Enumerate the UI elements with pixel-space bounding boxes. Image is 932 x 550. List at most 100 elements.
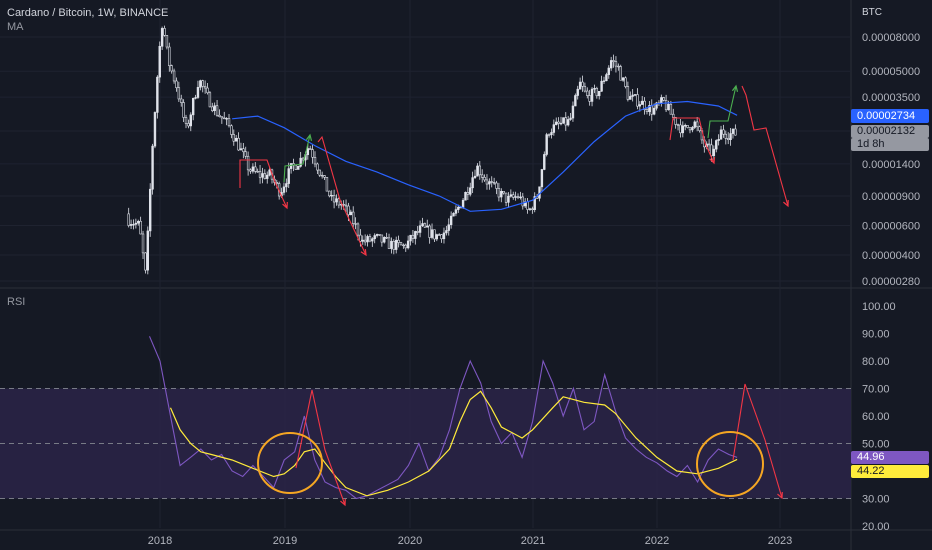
candle-body — [490, 181, 493, 183]
candle-body — [309, 148, 312, 150]
rsi-tick-label: 20.00 — [862, 521, 890, 533]
candle-body — [239, 148, 243, 151]
candle-body — [545, 134, 548, 155]
candle-body — [512, 194, 515, 198]
candle-body — [664, 100, 668, 111]
candle-body — [289, 163, 293, 169]
candle-body — [160, 28, 164, 47]
candle-body — [132, 224, 135, 226]
arrow-red-2023 — [783, 199, 789, 208]
candle-body — [731, 128, 735, 134]
candle-body — [144, 252, 147, 271]
candle-body — [729, 133, 732, 141]
candle-body — [134, 222, 138, 225]
price-tick-label: 0.00003500 — [862, 92, 920, 104]
candle-body — [335, 198, 338, 203]
candle-body — [359, 234, 362, 242]
candle-body — [440, 234, 443, 240]
candle-body — [387, 237, 391, 249]
candle-body — [418, 225, 422, 233]
candle-body — [256, 171, 259, 173]
candle-body — [574, 95, 577, 107]
candle-body — [621, 77, 625, 81]
candle-body — [502, 191, 505, 194]
candle-body — [414, 231, 417, 239]
candle-body — [652, 107, 656, 115]
candle-body — [437, 234, 441, 236]
candle-body — [366, 236, 369, 243]
candle-body — [679, 124, 682, 134]
candle-body — [175, 80, 178, 89]
candle-body — [598, 90, 601, 97]
candle-body — [165, 35, 169, 48]
candle-body — [361, 239, 364, 242]
candle-body — [643, 100, 646, 111]
candle-body — [342, 204, 345, 206]
time-tick-label: 2023 — [768, 535, 792, 547]
candle-body — [633, 94, 637, 96]
rsi-tick-label: 50.00 — [862, 439, 890, 451]
candle-body — [533, 196, 536, 210]
candle-body — [476, 165, 479, 177]
price-tick-label: 0.00000900 — [862, 191, 920, 203]
candle-body — [624, 77, 627, 87]
candle-body — [246, 155, 250, 171]
candle-body — [237, 137, 240, 151]
candle-body — [492, 182, 496, 184]
time-tick-label: 2022 — [645, 535, 669, 547]
candle-body — [559, 122, 563, 125]
candle-body — [449, 215, 453, 226]
rsi-line — [148, 336, 738, 500]
candle-body — [184, 117, 188, 124]
candle-body — [225, 118, 228, 120]
arrow-red-2022 — [709, 156, 716, 165]
candle-body — [294, 164, 298, 170]
candle-body — [137, 220, 140, 224]
candle-body — [354, 223, 357, 225]
candle-body — [158, 45, 161, 78]
price-tick-label: 0.00000400 — [862, 250, 920, 262]
candle-body — [576, 88, 579, 96]
highlight-circle-2019 — [257, 432, 323, 494]
candle-body — [543, 154, 546, 170]
candle-body — [674, 117, 677, 125]
rsi-tick-label: 80.00 — [862, 356, 890, 368]
candle-body — [337, 198, 341, 206]
countdown-badge: 1d 8h — [851, 138, 929, 151]
projection-red-2023 — [741, 85, 789, 207]
candle-body — [423, 223, 427, 228]
candle-body — [602, 80, 606, 82]
candle-body — [430, 229, 434, 238]
candle-body — [416, 231, 419, 233]
candle-body — [232, 134, 235, 142]
candle-body — [715, 140, 718, 150]
candle-body — [344, 204, 348, 207]
candle-body — [325, 177, 329, 192]
candle-body — [397, 239, 400, 243]
candle-body — [521, 196, 524, 207]
candle-body — [203, 85, 207, 89]
candle-body — [566, 119, 570, 126]
candle-body — [151, 145, 154, 190]
candle-body — [447, 224, 450, 231]
candle-body — [187, 123, 190, 127]
candle-body — [662, 97, 665, 101]
candle-body — [261, 173, 264, 178]
candle-body — [170, 65, 173, 72]
candle-body — [645, 109, 649, 112]
candle-body — [569, 117, 572, 120]
candle-body — [242, 148, 245, 153]
candle-body — [669, 103, 673, 115]
candle-body — [390, 241, 393, 249]
candle-body — [588, 95, 591, 102]
candle-body — [258, 171, 262, 178]
candle-body — [180, 98, 183, 103]
candle-body — [614, 61, 618, 67]
candle-body — [636, 94, 639, 107]
candle-body — [320, 174, 324, 177]
candle-body — [531, 208, 534, 210]
candle-body — [201, 80, 204, 87]
candle-body — [395, 239, 398, 250]
